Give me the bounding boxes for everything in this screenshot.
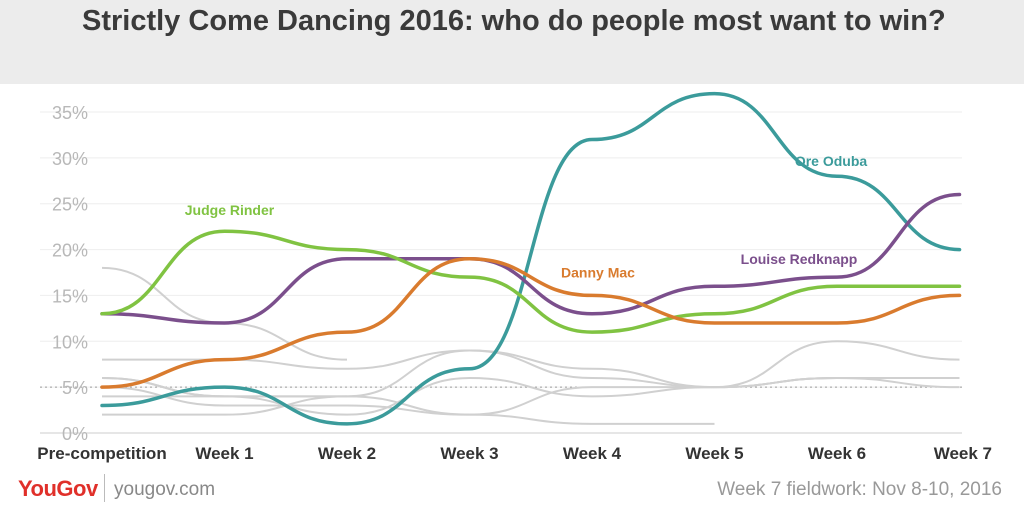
y-tick-label: 10%: [52, 332, 88, 352]
yougov-logo: YouGov: [18, 476, 98, 501]
x-tick-label: Week 2: [318, 444, 376, 463]
y-axis-ticks: 0% 5% 10% 15% 20% 25% 30% 35%: [52, 103, 88, 444]
y-tick-label: 0%: [62, 424, 88, 444]
series-label: Danny Mac: [561, 264, 635, 280]
series-label: Louise Redknapp: [741, 251, 858, 267]
footer-divider: [104, 474, 105, 502]
series-line-danny-mac: [100, 256, 962, 389]
x-tick-label: Week 4: [563, 444, 622, 463]
x-tick-label: Week 1: [195, 444, 253, 463]
title-bar: Strictly Come Dancing 2016: who do peopl…: [0, 0, 1024, 84]
y-tick-label: 35%: [52, 103, 88, 123]
chart-title: Strictly Come Dancing 2016: who do peopl…: [82, 5, 946, 37]
x-tick-label: Week 3: [440, 444, 498, 463]
x-axis-ticks: Pre-competition Week 1 Week 2 Week 3 Week 4 W…: [37, 444, 992, 463]
background-series: [101, 266, 960, 425]
y-tick-label: 20%: [52, 241, 88, 261]
y-tick-label: 25%: [52, 195, 88, 215]
y-tick-label: 5%: [62, 378, 88, 398]
fieldwork-note: Week 7 fieldwork: Nov 8-10, 2016: [717, 479, 1002, 500]
footer-url[interactable]: yougov.com: [114, 479, 216, 500]
line-chart: 0% 5% 10% 15% 20% 25% 30% 35% Ore Oduba Louise R…: [37, 91, 992, 463]
series-label: Ore Oduba: [795, 153, 868, 169]
series-line-ore-oduba: [100, 91, 962, 426]
series-line-louise-redknapp: [100, 192, 962, 325]
y-tick-label: 30%: [52, 149, 88, 169]
background-series-line: [101, 349, 960, 398]
background-series-line: [101, 395, 348, 416]
series-labels: Ore Oduba Louise Redknapp Judge Rinder Dann…: [185, 153, 868, 280]
series-label: Judge Rinder: [185, 202, 275, 218]
highlighted-series: [100, 91, 962, 426]
x-tick-label: Pre-competition: [37, 444, 166, 463]
y-tick-label: 15%: [52, 286, 88, 306]
x-tick-label: Week 5: [685, 444, 743, 463]
series-line-judge-rinder: [100, 229, 962, 334]
background-series-line: [101, 395, 715, 425]
x-tick-label: Week 6: [808, 444, 866, 463]
x-tick-label: Week 7: [934, 444, 992, 463]
